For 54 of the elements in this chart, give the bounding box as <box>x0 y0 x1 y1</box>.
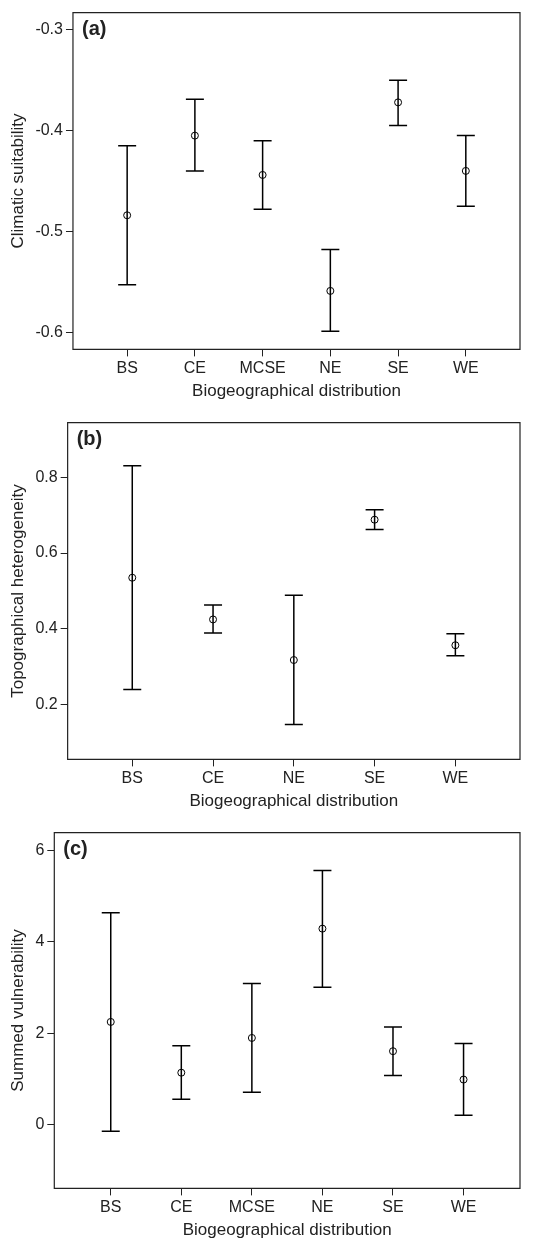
x-tick-label: WE <box>442 769 469 787</box>
annotation: (c) <box>63 837 88 860</box>
x-tick-label: MCSE <box>239 359 286 377</box>
y-tick-label: -0.4 <box>35 120 64 138</box>
y-tick-label: 6 <box>35 840 45 858</box>
x-tick-label: BS <box>116 359 138 377</box>
y-tick-label: -0.6 <box>35 322 64 340</box>
x-tick-label: NE <box>282 769 305 787</box>
y-axis-title: Summed vulnerability <box>7 928 27 1092</box>
point <box>459 1075 468 1084</box>
point <box>326 286 335 295</box>
x-tick-label: SE <box>363 769 386 787</box>
x-tick-label: SE <box>382 1198 404 1216</box>
x-tick-label: WE <box>450 1198 477 1216</box>
y-tick-label: 4 <box>35 932 45 950</box>
x-tick-label: CE <box>183 359 206 377</box>
x-tick-label: SE <box>387 359 409 377</box>
y-tick-label: 0.4 <box>35 619 58 637</box>
point <box>394 98 403 107</box>
point <box>258 170 267 179</box>
y-tick-label: 0 <box>35 1115 45 1133</box>
y-tick-label: -0.3 <box>35 20 64 38</box>
y-axis-title: Climatic suitability <box>7 112 27 249</box>
y-axis-title: Topographical heterogeneity <box>7 483 27 698</box>
annotation: (b) <box>76 427 103 450</box>
point <box>451 641 460 650</box>
point <box>289 656 298 665</box>
point <box>209 615 218 624</box>
point <box>461 166 470 175</box>
point <box>123 211 132 220</box>
y-tick-label: 2 <box>35 1023 45 1041</box>
y-tick-label: 0.2 <box>35 695 58 713</box>
x-axis-title: Biogeographical distribution <box>189 791 399 811</box>
x-tick-label: NE <box>311 1198 334 1216</box>
y-tick-label: 0.6 <box>35 543 58 561</box>
point <box>128 573 137 582</box>
x-tick-label: CE <box>201 769 225 787</box>
point <box>190 131 199 140</box>
point <box>388 1047 397 1056</box>
x-axis-title: Biogeographical distribution <box>182 1220 392 1240</box>
y-tick-label: 0.8 <box>35 467 58 485</box>
x-tick-label: NE <box>319 359 342 377</box>
annotation: (a) <box>81 17 107 40</box>
point <box>318 924 327 933</box>
x-tick-label: BS <box>100 1198 122 1216</box>
x-tick-label: WE <box>452 359 479 377</box>
x-tick-label: BS <box>121 769 143 787</box>
x-tick-label: MCSE <box>228 1198 275 1216</box>
x-tick-label: CE <box>170 1198 193 1216</box>
point <box>247 1033 256 1042</box>
y-tick-label: -0.5 <box>35 221 64 239</box>
point <box>177 1068 186 1077</box>
point <box>106 1017 115 1026</box>
x-axis-title: Biogeographical distribution <box>192 381 401 401</box>
